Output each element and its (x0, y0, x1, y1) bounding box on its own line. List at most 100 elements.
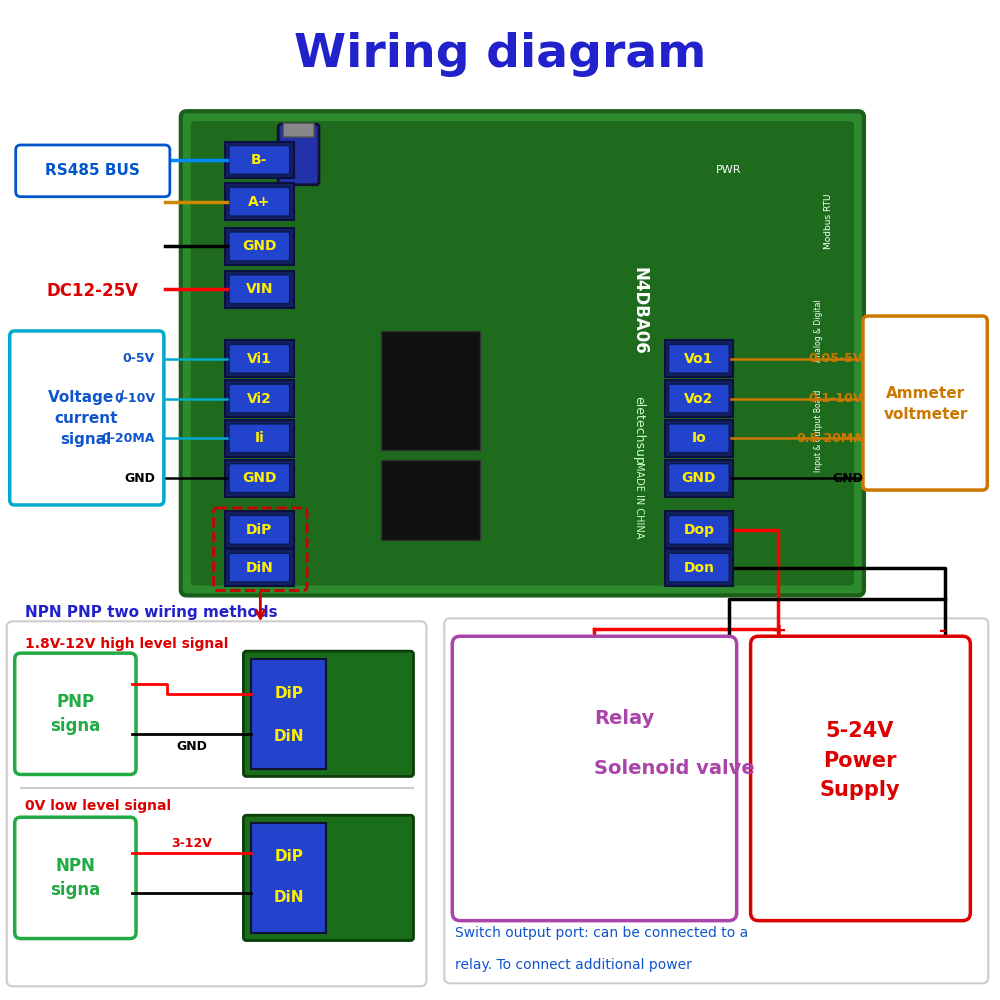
Text: RS485 BUS: RS485 BUS (45, 163, 140, 178)
FancyBboxPatch shape (665, 340, 733, 377)
Text: DiP: DiP (275, 849, 304, 864)
Text: MADE IN CHINA: MADE IN CHINA (634, 462, 644, 538)
FancyBboxPatch shape (225, 142, 294, 178)
FancyBboxPatch shape (225, 340, 294, 377)
Text: Ammeter
voltmeter: Ammeter voltmeter (883, 386, 968, 422)
FancyBboxPatch shape (229, 145, 290, 174)
Text: Vi2: Vi2 (247, 392, 272, 406)
FancyBboxPatch shape (15, 817, 136, 939)
FancyBboxPatch shape (863, 316, 987, 490)
FancyBboxPatch shape (278, 124, 319, 185)
Text: Switch output port: can be connected to a: Switch output port: can be connected to … (455, 926, 748, 940)
FancyBboxPatch shape (225, 420, 294, 457)
Text: PWR: PWR (716, 165, 741, 175)
Text: Vo2: Vo2 (684, 392, 714, 406)
Text: PNP
signa: PNP signa (50, 693, 100, 735)
Text: Dop: Dop (683, 523, 714, 537)
Text: 0.5-20MA: 0.5-20MA (796, 432, 863, 445)
FancyBboxPatch shape (229, 187, 290, 216)
Text: DiN: DiN (245, 561, 273, 575)
Text: DC12-25V: DC12-25V (46, 282, 138, 300)
Text: A+: A+ (248, 195, 271, 209)
FancyBboxPatch shape (229, 424, 290, 453)
FancyBboxPatch shape (669, 424, 729, 453)
Text: B-: B- (251, 153, 268, 167)
Text: Analog & Digital: Analog & Digital (814, 300, 823, 362)
FancyBboxPatch shape (669, 553, 729, 582)
Text: 0.05-5V: 0.05-5V (808, 352, 863, 365)
Text: GND: GND (242, 471, 277, 485)
Bar (251, 823, 326, 933)
FancyBboxPatch shape (225, 228, 294, 265)
FancyBboxPatch shape (225, 380, 294, 417)
Text: DiN: DiN (274, 729, 304, 744)
FancyBboxPatch shape (181, 111, 864, 595)
Text: DiN: DiN (274, 890, 304, 905)
Bar (251, 659, 326, 768)
Text: NPN PNP two wiring methods: NPN PNP two wiring methods (25, 605, 277, 620)
FancyBboxPatch shape (229, 515, 290, 544)
Text: eletechsup: eletechsup (633, 396, 646, 465)
Text: 0-20MA: 0-20MA (102, 432, 155, 445)
FancyBboxPatch shape (225, 549, 294, 586)
FancyBboxPatch shape (665, 420, 733, 457)
Text: Modbus RTU: Modbus RTU (824, 194, 833, 249)
FancyBboxPatch shape (452, 636, 737, 921)
Text: 5-24V
Power
Supply: 5-24V Power Supply (820, 721, 900, 800)
Text: GND: GND (832, 472, 863, 485)
FancyBboxPatch shape (669, 515, 729, 544)
Text: +: + (771, 622, 786, 640)
Text: DiP: DiP (275, 686, 304, 701)
Text: -: - (939, 622, 946, 640)
Text: N4DBA06: N4DBA06 (630, 267, 648, 355)
FancyBboxPatch shape (669, 344, 729, 373)
Text: Ii: Ii (254, 431, 264, 445)
Text: 1.8V-12V high level signal: 1.8V-12V high level signal (25, 637, 228, 651)
Bar (381, 460, 480, 540)
Text: Relay: Relay (594, 709, 655, 728)
Text: DiP: DiP (246, 523, 273, 537)
FancyBboxPatch shape (669, 384, 729, 413)
FancyBboxPatch shape (15, 653, 136, 774)
Text: 3-12V: 3-12V (171, 837, 212, 850)
Text: 0.1-10V: 0.1-10V (808, 392, 863, 405)
FancyBboxPatch shape (10, 331, 164, 505)
Text: relay. To connect additional power: relay. To connect additional power (455, 958, 692, 972)
FancyBboxPatch shape (191, 121, 854, 586)
FancyBboxPatch shape (229, 232, 290, 261)
Text: Input & Output Board: Input & Output Board (814, 389, 823, 472)
Text: 0-5V: 0-5V (123, 352, 155, 365)
FancyBboxPatch shape (444, 618, 988, 983)
FancyBboxPatch shape (669, 464, 729, 493)
FancyBboxPatch shape (225, 511, 294, 548)
Text: Io: Io (692, 431, 706, 445)
FancyBboxPatch shape (751, 636, 970, 921)
FancyBboxPatch shape (7, 621, 426, 986)
Text: VIN: VIN (246, 282, 273, 296)
Text: GND: GND (682, 471, 716, 485)
Text: Vo1: Vo1 (684, 352, 714, 366)
FancyBboxPatch shape (243, 651, 413, 776)
Text: Don: Don (683, 561, 714, 575)
FancyBboxPatch shape (225, 460, 294, 497)
FancyBboxPatch shape (225, 183, 294, 220)
FancyBboxPatch shape (229, 464, 290, 493)
FancyBboxPatch shape (243, 815, 413, 941)
FancyBboxPatch shape (229, 275, 290, 304)
Text: GND: GND (124, 472, 155, 485)
Text: Wiring diagram: Wiring diagram (294, 32, 706, 77)
Text: 0V low level signal: 0V low level signal (25, 799, 171, 813)
Text: NPN
signa: NPN signa (50, 857, 100, 899)
FancyBboxPatch shape (229, 384, 290, 413)
Text: GND: GND (242, 239, 277, 253)
FancyBboxPatch shape (225, 271, 294, 308)
Text: Voltage /
current
signal: Voltage / current signal (48, 390, 124, 447)
Bar (381, 331, 480, 450)
FancyBboxPatch shape (665, 549, 733, 586)
FancyBboxPatch shape (665, 460, 733, 497)
FancyBboxPatch shape (665, 380, 733, 417)
FancyBboxPatch shape (665, 511, 733, 548)
Text: Solenoid valve: Solenoid valve (594, 759, 755, 778)
FancyBboxPatch shape (229, 344, 290, 373)
FancyBboxPatch shape (229, 553, 290, 582)
